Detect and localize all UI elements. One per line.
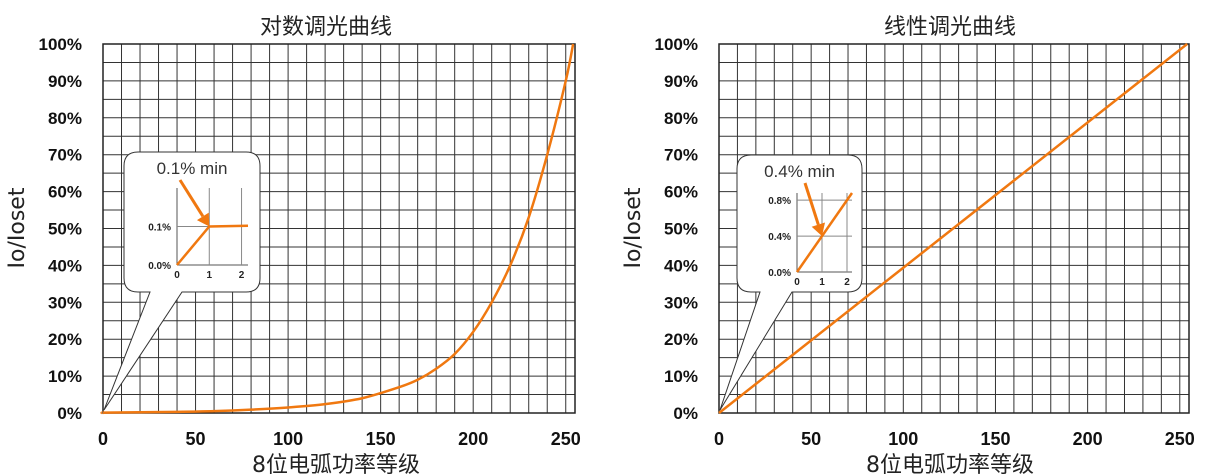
x-tick-label: 200 [1073, 429, 1103, 449]
y-tick-label: 90% [48, 72, 82, 91]
y-tick-label: 70% [48, 146, 82, 165]
inset-x-tick: 0 [174, 270, 180, 281]
y-tick-label: 30% [48, 293, 82, 312]
x-tick-label: 50 [186, 429, 206, 449]
series-line [100, 43, 575, 415]
x-tick-label: 50 [801, 429, 821, 449]
inset-arrow-shaft [803, 182, 820, 226]
zoom-callout-bubble [719, 154, 863, 411]
x-tick-label: 250 [1165, 429, 1195, 449]
inset-x-tick: 1 [819, 277, 825, 288]
x-tick-label: 150 [980, 429, 1010, 449]
x-tick-label: 100 [888, 429, 918, 449]
y-tick-label: 0% [673, 404, 698, 423]
y-axis-label-linear: Io/Ioset [621, 187, 646, 268]
plot-frame [102, 43, 576, 414]
y-tick-label: 0% [57, 404, 82, 423]
y-tick-label: 70% [664, 146, 698, 165]
y-tick-label: 90% [664, 72, 698, 91]
y-axis-label-log: Io/Ioset [5, 187, 30, 268]
inset-arrow-shaft [178, 179, 205, 218]
inset-y-tick: 0.0% [148, 261, 171, 272]
inset-series-line [795, 192, 854, 273]
y-tick-label: 100% [655, 35, 698, 54]
y-tick-label: 10% [48, 367, 82, 386]
inset-y-tick: 0.1% [148, 223, 171, 234]
inset-y-tick: 0.0% [768, 268, 791, 279]
chart-0: 0% 10% 20% 30% 40% 50% 60% 70% 80% 90% 100% 0 50 100 1… [39, 35, 581, 449]
x-tick-label: 200 [458, 429, 488, 449]
plot-frame [718, 43, 1190, 414]
inset-y-tick: 0.4% [768, 232, 791, 243]
inset-x-tick: 1 [206, 270, 212, 281]
chart-title-log: 对数调光曲线 [260, 15, 392, 40]
x-tick-label: 0 [98, 429, 108, 449]
y-tick-label: 80% [48, 109, 82, 128]
inset-arrow-head [811, 222, 826, 237]
inset-x-tick: 0 [794, 277, 800, 288]
y-tick-label: 20% [664, 330, 698, 349]
y-tick-label: 10% [664, 367, 698, 386]
inset-min-note: 0.4% min [764, 162, 835, 181]
chart-1: 0% 10% 20% 30% 40% 50% 60% 70% 80% 90% 100% 0 50 100 1… [655, 35, 1195, 449]
chart-title-linear: 线性调光曲线 [884, 15, 1016, 40]
x-tick-label: 250 [551, 429, 581, 449]
y-tick-label: 50% [48, 220, 82, 239]
inset-series-line [176, 224, 249, 266]
x-tick-label: 150 [366, 429, 396, 449]
series-line [718, 43, 1188, 414]
y-tick-label: 80% [664, 109, 698, 128]
x-tick-label: 100 [273, 429, 303, 449]
inset-x-tick: 2 [239, 270, 245, 281]
y-tick-label: 100% [39, 35, 82, 54]
x-axis-label-linear: 8位电弧功率等级 [866, 453, 1034, 475]
y-tick-label: 60% [664, 183, 698, 202]
zoom-callout-bubble [103, 151, 261, 411]
inset-y-tick: 0.8% [768, 196, 791, 207]
y-tick-label: 40% [664, 256, 698, 275]
y-tick-label: 20% [48, 330, 82, 349]
inset-x-tick: 2 [844, 277, 850, 288]
y-tick-label: 60% [48, 183, 82, 202]
y-tick-label: 40% [48, 256, 82, 275]
y-tick-label: 50% [664, 220, 698, 239]
inset-arrow-head [196, 212, 210, 227]
x-axis-label-log: 8位电弧功率等级 [252, 453, 420, 475]
x-tick-label: 0 [714, 429, 724, 449]
y-tick-label: 30% [664, 293, 698, 312]
inset-min-note: 0.1% min [157, 159, 228, 178]
